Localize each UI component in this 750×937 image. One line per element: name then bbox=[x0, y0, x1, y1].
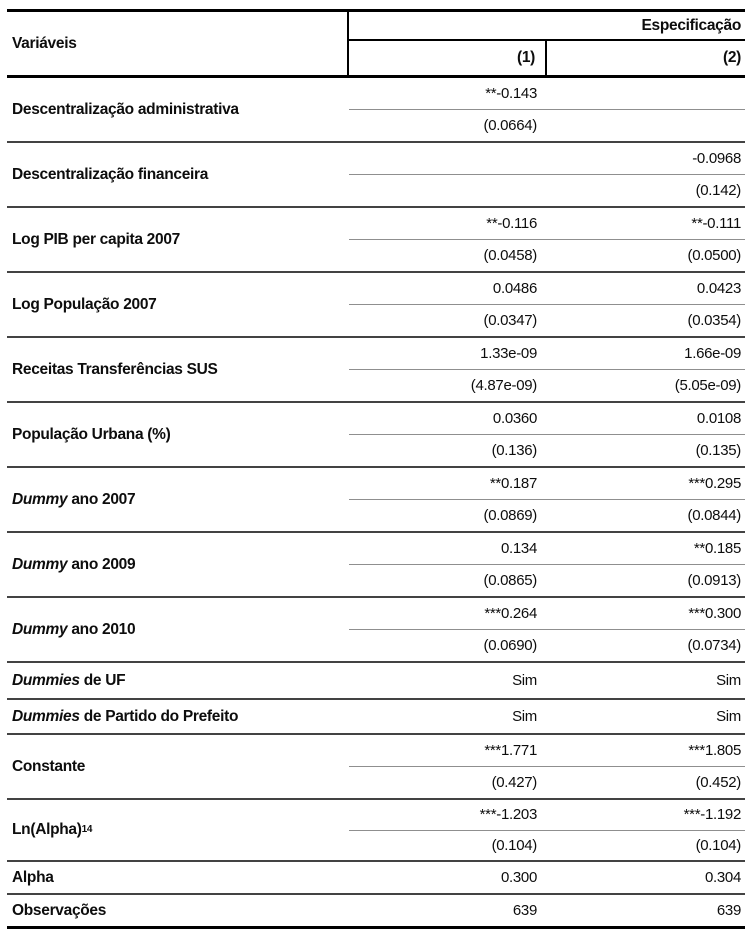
header-specification-group: Especificação (1) (2) bbox=[349, 12, 745, 75]
variable-label: Dummies de UF bbox=[12, 671, 126, 689]
variable-label: Dummy ano 2010 bbox=[12, 620, 136, 638]
row-descentralizacao-financeira: Descentralização financeira -0.0968 (0.1… bbox=[7, 143, 745, 208]
variable-label: Constante bbox=[12, 757, 86, 775]
variable-label: Log População 2007 bbox=[12, 295, 157, 313]
std-error-col1: (0.427) bbox=[491, 774, 538, 791]
std-error-col1: (0.0347) bbox=[483, 312, 538, 329]
value-col1: 639 bbox=[512, 902, 537, 919]
std-error-col2: (0.0354) bbox=[687, 312, 742, 329]
std-error-col2: (0.135) bbox=[695, 442, 742, 459]
coefficient-col1: **-0.143 bbox=[485, 85, 537, 102]
header-col-2: (2) bbox=[722, 49, 741, 66]
value-col2: Sim bbox=[716, 672, 741, 689]
std-error-col2: (0.0734) bbox=[687, 637, 742, 654]
header-variables: Variáveis bbox=[7, 12, 349, 75]
coefficient-col1: ***1.771 bbox=[484, 742, 537, 759]
value-col2: Sim bbox=[716, 708, 741, 725]
std-error-col2: (5.05e-09) bbox=[674, 377, 742, 394]
value-col1: Sim bbox=[512, 708, 537, 725]
std-error-col2: (0.452) bbox=[695, 774, 742, 791]
row-log-pib-per-capita-2007: Log PIB per capita 2007 **-0.116 **-0.11… bbox=[7, 208, 745, 273]
std-error-col1: (0.104) bbox=[491, 836, 538, 854]
row-receitas-transferencias-sus: Receitas Transferências SUS 1.33e-09 1.6… bbox=[7, 338, 745, 403]
variable-label: Ln(Alpha) 14 bbox=[12, 821, 93, 838]
value-col1: Sim bbox=[512, 672, 537, 689]
std-error-col1: (0.136) bbox=[491, 442, 538, 459]
coefficient-col2: ***0.295 bbox=[688, 475, 741, 492]
coefficient-col2: ***-1.192 bbox=[683, 806, 742, 824]
header-col-1: (1) bbox=[349, 41, 547, 75]
variable-label: Dummies de Partido do Prefeito bbox=[12, 707, 239, 725]
variable-label: Descentralização financeira bbox=[12, 165, 209, 183]
coefficient-col2: -0.0968 bbox=[692, 150, 741, 167]
row-observacoes: Observações 639 639 bbox=[7, 895, 745, 926]
variable-label: Dummy ano 2009 bbox=[12, 555, 136, 573]
std-error-col1: (0.0664) bbox=[483, 117, 538, 134]
coefficient-col2: 1.66e-09 bbox=[684, 345, 741, 362]
coefficient-col1: 0.134 bbox=[500, 540, 537, 557]
coefficient-col1: ***-1.203 bbox=[479, 806, 538, 824]
variable-label: Alpha bbox=[12, 868, 54, 886]
coefficient-col1: **-0.116 bbox=[486, 215, 537, 232]
coefficient-col1: 1.33e-09 bbox=[480, 345, 537, 362]
row-descentralizacao-administrativa: Descentralização administrativa **-0.143… bbox=[7, 78, 745, 143]
row-constante: Constante ***1.771 ***1.805 (0.427) (0.4… bbox=[7, 735, 745, 800]
std-error-col1: (0.0458) bbox=[483, 247, 538, 264]
coefficient-col1: 0.0360 bbox=[492, 410, 537, 427]
variable-label: Observações bbox=[12, 901, 107, 919]
coefficient-col2: **0.185 bbox=[693, 540, 741, 557]
coefficient-col1: **0.187 bbox=[489, 475, 537, 492]
variable-label: População Urbana (%) bbox=[12, 425, 171, 443]
coefficient-col1: ***0.264 bbox=[484, 605, 537, 622]
header-specification: Especificação bbox=[349, 12, 745, 41]
row-dummy-ano-2009: Dummy ano 2009 0.134 **0.185 (0.0865) (0… bbox=[7, 533, 745, 598]
value-col2: 639 bbox=[716, 902, 741, 919]
row-dummy-ano-2010: Dummy ano 2010 ***0.264 ***0.300 (0.0690… bbox=[7, 598, 745, 663]
std-error-col2: (0.0913) bbox=[687, 572, 742, 589]
std-error-col2: (0.142) bbox=[695, 182, 742, 199]
row-ln-alpha: Ln(Alpha) 14 ***-1.203 ***-1.192 (0.104) … bbox=[7, 800, 745, 862]
std-error-col2: (0.0844) bbox=[687, 507, 742, 524]
row-alpha: Alpha 0.300 0.304 bbox=[7, 862, 745, 895]
coefficient-col2: 0.0108 bbox=[696, 410, 741, 427]
coefficient-col2: ***1.805 bbox=[688, 742, 741, 759]
variable-label: Descentralização administrativa bbox=[12, 100, 239, 118]
table-header: Variáveis Especificação (1) (2) bbox=[7, 12, 745, 78]
row-dummies-de-uf: Dummies de UF Sim Sim bbox=[7, 663, 745, 700]
coefficient-col2: 0.0423 bbox=[696, 280, 741, 297]
std-error-col1: (0.0690) bbox=[483, 637, 538, 654]
value-col2: 0.304 bbox=[704, 869, 741, 886]
coefficient-col2: ***0.300 bbox=[688, 605, 741, 622]
variable-label: Receitas Transferências SUS bbox=[12, 360, 218, 378]
row-populacao-urbana: População Urbana (%) 0.0360 0.0108 (0.13… bbox=[7, 403, 745, 468]
value-col1: 0.300 bbox=[500, 869, 537, 886]
std-error-col2: (0.104) bbox=[695, 836, 742, 854]
std-error-col1: (0.0869) bbox=[483, 507, 538, 524]
coefficient-col1: 0.0486 bbox=[492, 280, 537, 297]
regression-table: Variáveis Especificação (1) (2) Descentr… bbox=[7, 9, 745, 929]
std-error-col2: (0.0500) bbox=[687, 247, 742, 264]
std-error-col1: (0.0865) bbox=[483, 572, 538, 589]
row-dummy-ano-2007: Dummy ano 2007 **0.187 ***0.295 (0.0869)… bbox=[7, 468, 745, 533]
header-spec-columns: (1) (2) bbox=[349, 41, 745, 75]
row-dummies-de-partido-do-prefeito: Dummies de Partido do Prefeito Sim Sim bbox=[7, 700, 745, 735]
coefficient-col2: **-0.111 bbox=[691, 215, 741, 232]
variable-label: Dummy ano 2007 bbox=[12, 490, 136, 508]
std-error-col1: (4.87e-09) bbox=[470, 377, 538, 394]
row-log-populacao-2007: Log População 2007 0.0486 0.0423 (0.0347… bbox=[7, 273, 745, 338]
variable-label: Log PIB per capita 2007 bbox=[12, 230, 180, 248]
